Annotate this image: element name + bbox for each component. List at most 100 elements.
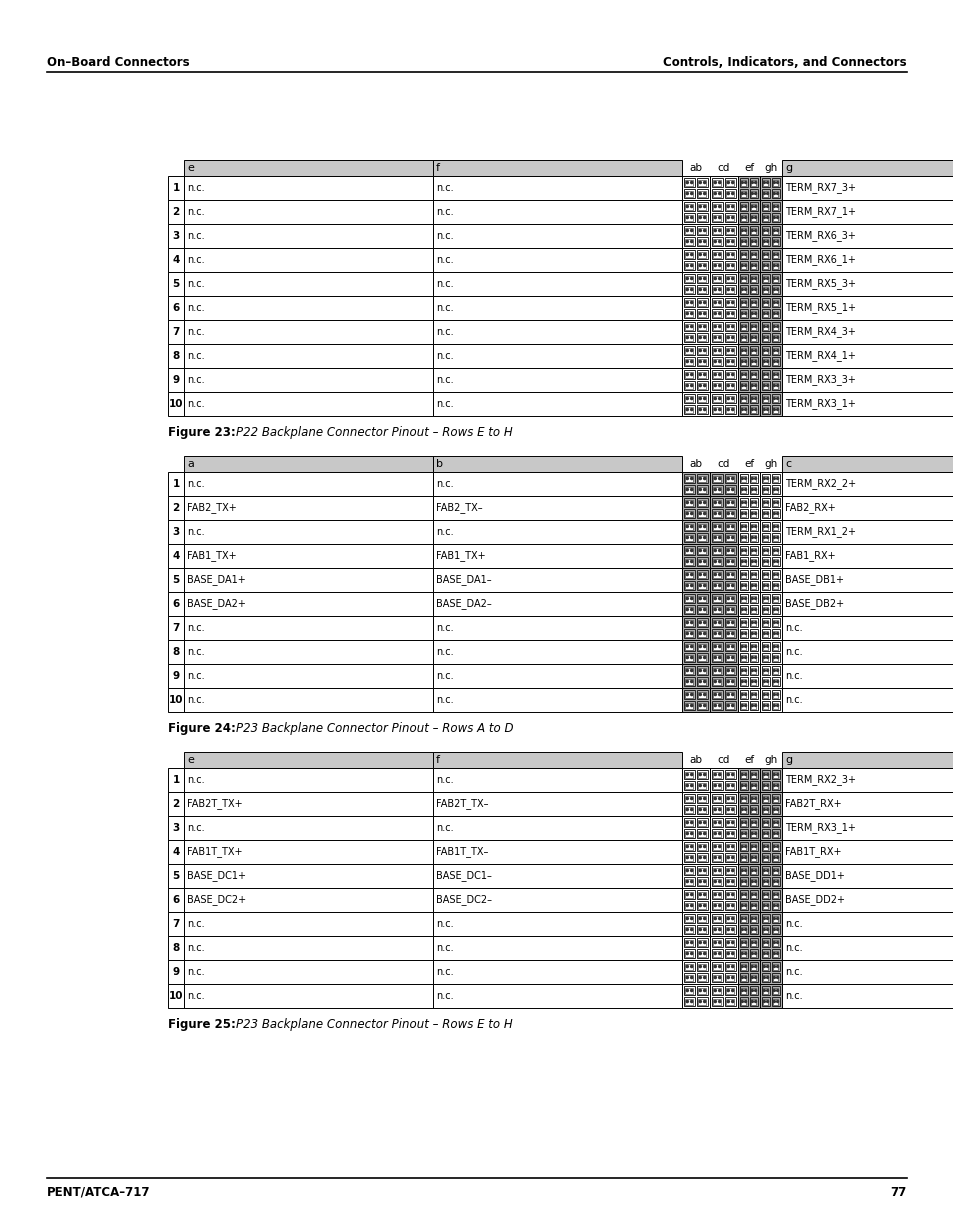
Circle shape xyxy=(703,785,705,786)
Circle shape xyxy=(699,302,700,303)
Circle shape xyxy=(714,288,716,291)
Bar xyxy=(751,299,756,306)
Circle shape xyxy=(714,785,716,786)
Bar xyxy=(697,274,707,283)
Bar xyxy=(724,498,735,508)
Bar xyxy=(168,960,184,984)
Bar xyxy=(724,618,735,627)
Text: n.c.: n.c. xyxy=(784,647,801,657)
Circle shape xyxy=(690,669,692,671)
Circle shape xyxy=(718,525,720,527)
Bar xyxy=(749,485,758,494)
Bar xyxy=(761,890,769,899)
Bar xyxy=(726,679,734,685)
Circle shape xyxy=(744,785,746,786)
Circle shape xyxy=(685,501,688,504)
Text: n.c.: n.c. xyxy=(187,671,204,681)
Circle shape xyxy=(754,1000,756,1003)
Circle shape xyxy=(718,277,720,280)
Bar xyxy=(685,963,693,970)
Bar xyxy=(751,844,756,850)
Circle shape xyxy=(685,254,688,255)
Circle shape xyxy=(740,192,742,195)
Bar xyxy=(713,239,720,244)
Circle shape xyxy=(751,584,753,586)
Bar xyxy=(762,347,768,354)
Bar xyxy=(773,382,778,388)
Circle shape xyxy=(690,977,692,978)
Bar xyxy=(740,679,745,685)
Bar xyxy=(738,545,760,568)
Bar xyxy=(683,405,695,414)
Circle shape xyxy=(762,181,764,184)
Bar xyxy=(685,926,693,933)
Circle shape xyxy=(690,893,692,896)
Circle shape xyxy=(718,240,720,243)
Circle shape xyxy=(685,669,688,671)
Circle shape xyxy=(762,254,764,255)
Bar xyxy=(184,520,433,545)
Circle shape xyxy=(762,478,764,479)
Bar xyxy=(773,510,778,516)
Circle shape xyxy=(685,217,688,218)
Bar xyxy=(738,392,760,416)
Bar xyxy=(184,960,433,984)
Circle shape xyxy=(776,989,778,992)
Bar xyxy=(681,936,709,960)
Circle shape xyxy=(690,573,692,575)
Circle shape xyxy=(766,584,768,586)
Bar xyxy=(740,866,747,875)
Circle shape xyxy=(776,774,778,775)
Bar xyxy=(683,225,695,235)
Circle shape xyxy=(744,217,746,218)
Bar xyxy=(683,901,695,910)
Bar xyxy=(761,793,769,803)
Bar xyxy=(740,382,745,388)
Text: gh: gh xyxy=(763,755,777,765)
Circle shape xyxy=(726,966,729,967)
Circle shape xyxy=(762,774,764,775)
Bar xyxy=(184,984,433,1008)
Circle shape xyxy=(744,313,746,314)
Circle shape xyxy=(762,808,764,811)
Bar xyxy=(724,594,735,602)
Circle shape xyxy=(762,822,764,823)
Bar xyxy=(168,639,184,664)
Circle shape xyxy=(718,206,720,207)
Bar xyxy=(724,533,735,542)
Bar xyxy=(685,524,693,530)
Bar xyxy=(773,583,778,589)
Circle shape xyxy=(762,229,764,232)
Circle shape xyxy=(731,845,733,848)
Circle shape xyxy=(699,501,700,504)
Bar xyxy=(740,691,745,697)
Bar xyxy=(681,593,709,616)
Circle shape xyxy=(744,336,746,339)
Circle shape xyxy=(699,584,700,586)
Circle shape xyxy=(726,573,729,575)
Circle shape xyxy=(766,989,768,992)
Circle shape xyxy=(703,254,705,255)
Circle shape xyxy=(690,918,692,919)
Bar xyxy=(760,912,781,936)
Bar xyxy=(698,855,706,860)
Circle shape xyxy=(754,313,756,314)
Bar xyxy=(749,582,758,590)
Circle shape xyxy=(685,609,688,611)
Bar xyxy=(749,309,758,318)
Bar xyxy=(713,191,720,196)
Bar xyxy=(740,804,747,814)
Bar xyxy=(760,936,781,960)
Bar xyxy=(683,213,695,222)
Circle shape xyxy=(740,277,742,280)
Bar xyxy=(726,228,734,234)
Bar xyxy=(168,768,184,792)
Bar xyxy=(751,499,756,505)
Bar xyxy=(773,276,778,281)
Circle shape xyxy=(751,822,753,823)
Circle shape xyxy=(718,561,720,563)
Circle shape xyxy=(703,1000,705,1003)
Circle shape xyxy=(762,797,764,800)
Text: BASE_DD1+: BASE_DD1+ xyxy=(784,871,844,881)
Circle shape xyxy=(751,361,753,362)
